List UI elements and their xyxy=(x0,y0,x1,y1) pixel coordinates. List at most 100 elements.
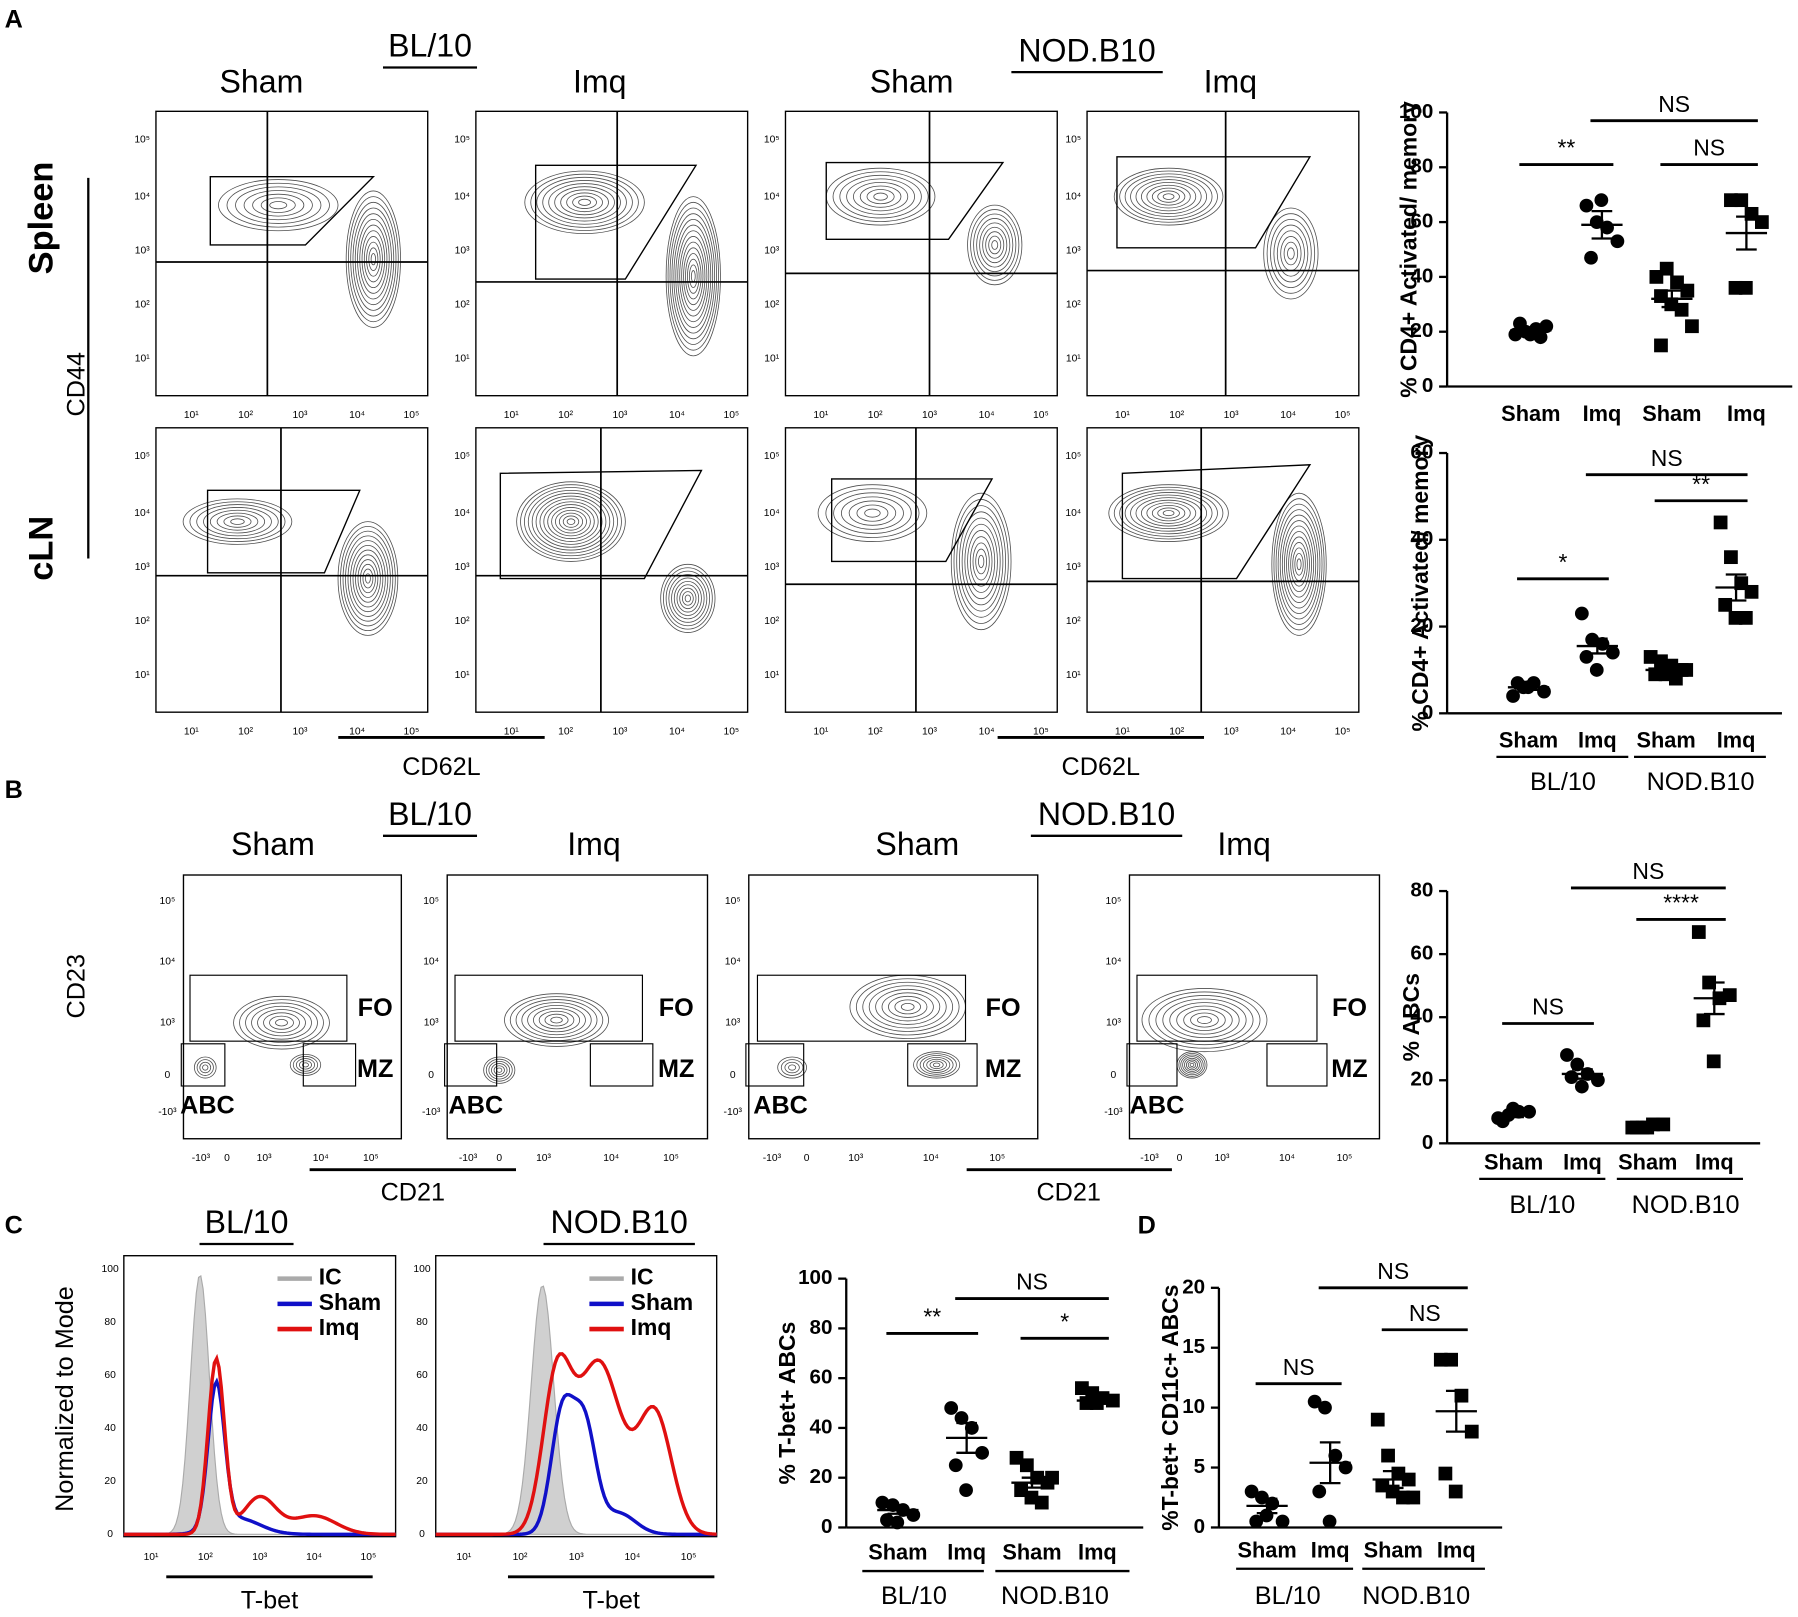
contour xyxy=(493,1065,505,1075)
y-tick-label: 10⁵ xyxy=(134,134,150,145)
data-point xyxy=(1338,1460,1353,1475)
y-tick-label: 10⁴ xyxy=(1065,508,1081,519)
contour xyxy=(840,496,904,530)
data-point xyxy=(1318,1400,1332,1415)
gate-label: MZ xyxy=(1331,1055,1367,1083)
category-label: Imq xyxy=(947,1540,986,1565)
y-tick-label: 100 xyxy=(101,1264,118,1275)
contour xyxy=(233,995,330,1050)
contour xyxy=(365,573,371,584)
contour xyxy=(539,498,603,545)
strain-label: NOD.B10 xyxy=(1632,1191,1740,1219)
data-point xyxy=(1370,1412,1385,1427)
hist-imq xyxy=(123,1353,396,1537)
axis-label: CD21 xyxy=(381,1178,445,1206)
data-point xyxy=(1244,1484,1259,1499)
axis-label: CD62L xyxy=(402,753,481,781)
data-point xyxy=(1674,302,1689,317)
strain-label: BL/10 xyxy=(881,1582,947,1610)
data-point xyxy=(1594,193,1609,208)
contour xyxy=(689,264,698,289)
gate xyxy=(209,176,376,246)
contour xyxy=(667,201,719,351)
data-point xyxy=(1307,1394,1322,1409)
data-point xyxy=(1713,515,1728,530)
y-tick-label: 10⁴ xyxy=(134,191,150,202)
y-axis-label: % CD4+ Activated/ memory xyxy=(1407,435,1433,732)
contour xyxy=(1141,499,1197,527)
x-tick-label: 10² xyxy=(1169,410,1184,421)
y-tick-label: 40 xyxy=(1410,527,1433,550)
contour xyxy=(182,498,293,545)
contour xyxy=(239,999,324,1047)
contour xyxy=(832,171,929,222)
contour xyxy=(1270,218,1312,289)
data-point xyxy=(1595,637,1610,651)
category-label: Imq xyxy=(1727,401,1766,426)
x-tick-label: -10³ xyxy=(763,1153,782,1164)
contour xyxy=(1130,176,1208,217)
x-tick-label: 10² xyxy=(513,1552,528,1563)
gate xyxy=(206,489,361,574)
contour xyxy=(352,207,395,311)
data-point xyxy=(1659,261,1674,276)
contour xyxy=(673,218,714,334)
contour xyxy=(342,530,394,627)
contour xyxy=(1176,1005,1233,1035)
x-tick-label: 10² xyxy=(1169,726,1184,737)
flow-plot xyxy=(1086,110,1360,397)
contour xyxy=(289,1053,322,1076)
contour xyxy=(788,1064,797,1071)
strain-title: NOD.B10 xyxy=(551,1204,688,1240)
contour xyxy=(1296,558,1302,571)
y-tick-label: 10⁴ xyxy=(725,957,741,968)
y-tick-label: 60 xyxy=(104,1370,116,1381)
contour xyxy=(530,173,639,231)
contour xyxy=(1146,184,1191,209)
contour xyxy=(685,253,702,300)
contour xyxy=(673,580,702,616)
x-tick-label: 10¹ xyxy=(813,410,828,421)
contour xyxy=(295,1058,316,1072)
data-point xyxy=(1513,316,1527,331)
y-tick-label: 10⁵ xyxy=(764,451,780,462)
contour xyxy=(976,218,1014,272)
data-point xyxy=(1448,1484,1463,1499)
y-tick-label: 20 xyxy=(810,1465,833,1488)
contour xyxy=(555,509,587,534)
contour xyxy=(1130,494,1208,532)
y-tick-label: 10⁴ xyxy=(454,508,470,519)
contour xyxy=(368,247,379,271)
contour xyxy=(361,230,386,289)
data-point xyxy=(1034,1495,1049,1510)
contour xyxy=(1178,1052,1206,1077)
data-point xyxy=(1754,215,1769,229)
x-tick-label: 10³ xyxy=(257,1153,272,1164)
y-tick-label: 40 xyxy=(416,1423,428,1434)
data-point xyxy=(1738,611,1753,625)
data-point xyxy=(1680,283,1695,298)
contour xyxy=(1180,1054,1204,1076)
x-tick-label: 10⁴ xyxy=(1280,410,1296,421)
data-point xyxy=(1464,1424,1479,1439)
x-tick-label: 10¹ xyxy=(144,1552,159,1563)
y-tick-label: 0 xyxy=(165,1070,171,1081)
data-point xyxy=(1722,988,1737,1003)
data-point xyxy=(1654,338,1668,353)
data-point xyxy=(1696,1013,1711,1028)
y-tick-label: 60 xyxy=(1410,440,1433,463)
data-point xyxy=(906,1508,921,1522)
x-tick-label: 10³ xyxy=(536,1153,551,1164)
gate-label: FO xyxy=(358,994,393,1022)
y-tick-label: 20 xyxy=(1410,614,1433,637)
contour xyxy=(536,176,633,228)
contour xyxy=(257,1009,306,1037)
y-tick-label: 60 xyxy=(1410,210,1433,233)
y-tick-label: 10⁵ xyxy=(454,451,470,462)
contour xyxy=(515,999,598,1041)
gate xyxy=(589,1043,654,1087)
y-tick-label: 10⁵ xyxy=(1106,896,1122,907)
contour xyxy=(1275,503,1323,625)
contour xyxy=(1108,484,1229,542)
legend-label: Sham xyxy=(319,1289,381,1315)
